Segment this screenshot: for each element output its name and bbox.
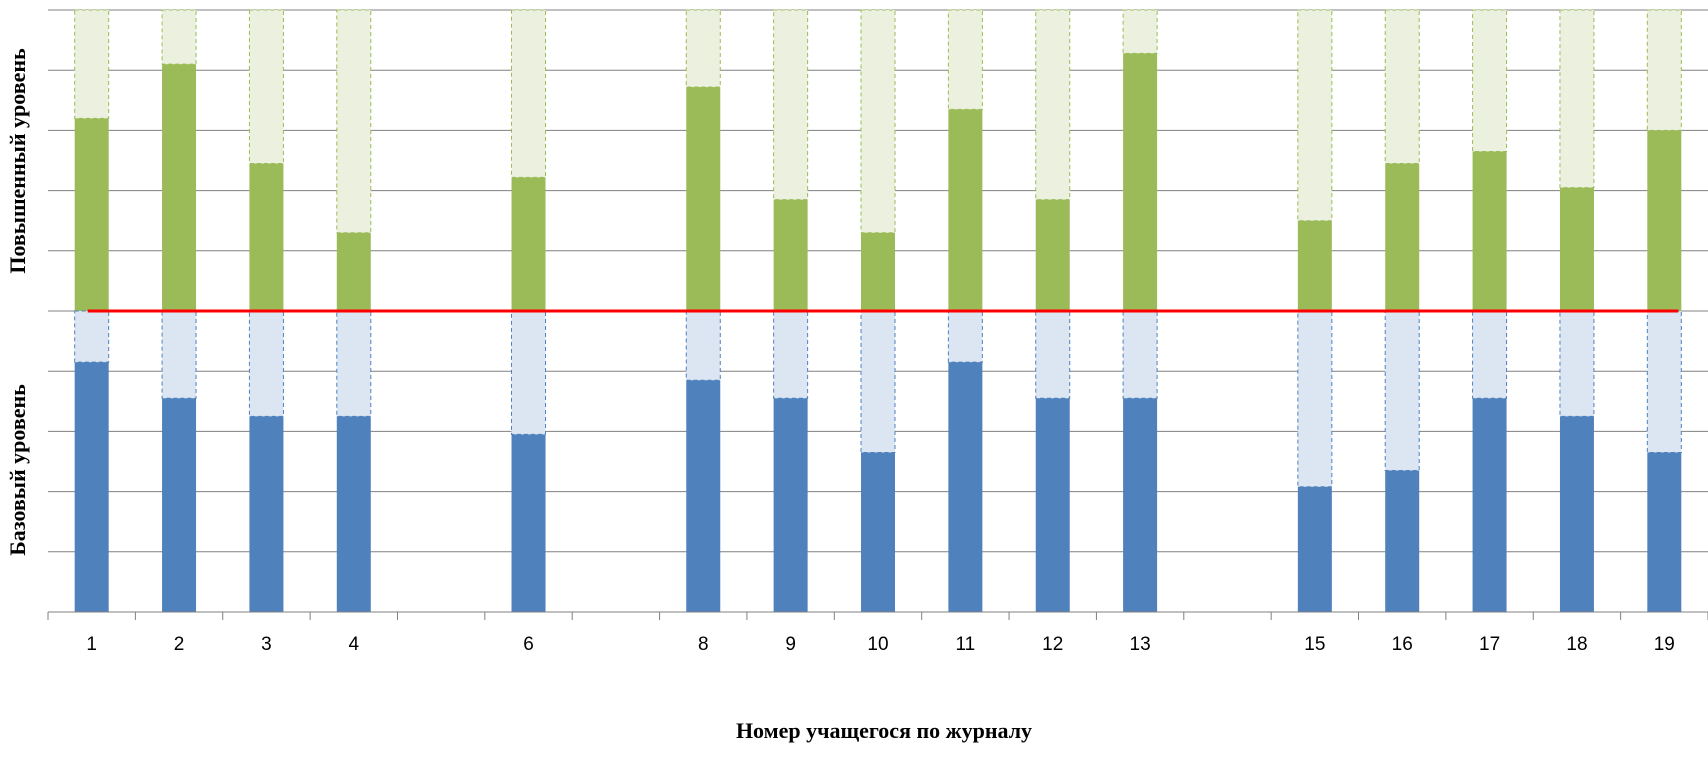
bar-lower-remaining	[947, 310, 983, 363]
x-tick-label: 3	[261, 634, 272, 655]
bar-upper-filled	[1559, 187, 1594, 311]
bar-lower-filled	[1647, 452, 1682, 612]
x-tick-label: 6	[523, 634, 534, 655]
bar-lower-remaining	[1297, 310, 1333, 488]
bar-upper-remaining	[773, 9, 809, 201]
bar-lower-filled	[773, 398, 808, 612]
bar-lower-filled	[1035, 398, 1070, 612]
bar-upper-filled	[162, 64, 197, 312]
bar-lower-remaining	[248, 310, 284, 417]
bar-lower-filled	[1472, 398, 1507, 612]
bar-upper-filled	[861, 232, 895, 311]
bar-lower-remaining	[1472, 310, 1508, 399]
y-axis-label-upper: Повышенный уровень	[5, 48, 30, 274]
bar-lower-filled	[511, 434, 546, 612]
x-axis-label: Номер учащегося по журналу	[735, 718, 1033, 743]
x-tick-label: 1	[86, 634, 97, 655]
bar-upper-remaining	[685, 9, 721, 88]
bar-upper-remaining	[74, 9, 110, 119]
bar-lower-filled	[336, 416, 371, 612]
x-tick-label: 19	[1654, 634, 1675, 655]
bar-upper-remaining	[248, 9, 284, 165]
bar-upper-remaining	[161, 9, 197, 65]
x-tick-label: 12	[1042, 634, 1063, 655]
bar-lower-remaining	[1035, 310, 1071, 399]
bar-upper-remaining	[860, 9, 896, 234]
bar-upper-remaining	[1122, 9, 1158, 54]
bar-upper-remaining	[1472, 9, 1508, 152]
x-tick-label: 11	[956, 634, 976, 655]
bar-lower-filled	[861, 452, 895, 612]
bar-upper-remaining	[1646, 9, 1682, 131]
bar-upper-remaining	[1035, 9, 1071, 201]
bar-upper-filled	[249, 163, 284, 311]
bar-lower-remaining	[1559, 310, 1595, 417]
bar-lower-filled	[1559, 416, 1594, 612]
bar-lower-remaining	[161, 310, 197, 399]
bar-lower-filled	[1297, 486, 1332, 612]
bar-lower-filled	[74, 362, 109, 612]
bar-upper-filled	[773, 199, 808, 311]
x-tick-label: 18	[1566, 634, 1587, 655]
bar-lower-remaining	[860, 310, 896, 453]
x-tick-label: 8	[698, 634, 709, 655]
bar-lower-remaining	[1646, 310, 1682, 453]
bar-upper-remaining	[1384, 9, 1420, 165]
bar-upper-remaining	[511, 9, 547, 178]
bar-upper-remaining	[1559, 9, 1595, 189]
bar-upper-filled	[1472, 151, 1507, 311]
bar-upper-filled	[1035, 199, 1070, 311]
x-tick-label: 13	[1130, 634, 1151, 655]
bar-upper-filled	[1297, 220, 1332, 311]
bar-upper-remaining	[947, 9, 983, 110]
bar-upper-filled	[336, 232, 371, 311]
bar-lower-filled	[1385, 470, 1420, 612]
y-axis-label-lower: Базовый уровень	[5, 384, 30, 556]
bar-lower-filled	[249, 416, 284, 612]
bar-upper-filled	[686, 87, 721, 311]
bar-upper-remaining	[1297, 9, 1333, 222]
x-tick-label: 4	[349, 634, 360, 655]
bar-lower-remaining	[1122, 310, 1158, 399]
x-tick-label: 16	[1392, 634, 1413, 655]
bar-lower-remaining	[511, 310, 547, 435]
bar-upper-filled	[1647, 130, 1682, 311]
x-tick-label: 17	[1479, 634, 1500, 655]
bar-lower-filled	[1123, 398, 1158, 612]
bar-lower-filled	[686, 380, 721, 612]
bar-lower-remaining	[1384, 310, 1420, 472]
x-tick-label: 10	[867, 634, 888, 655]
bar-upper-filled	[74, 118, 109, 311]
bar-lower-remaining	[773, 310, 809, 399]
x-tick-label: 9	[785, 634, 796, 655]
bar-upper-filled	[1385, 163, 1420, 311]
bar-upper-filled	[948, 109, 983, 311]
bar-upper-filled	[1123, 53, 1158, 312]
bar-lower-filled	[948, 362, 983, 612]
x-tick-label: 15	[1304, 634, 1325, 655]
bar-lower-remaining	[336, 310, 372, 417]
bar-lower-remaining	[74, 310, 110, 363]
bar-lower-filled	[162, 398, 197, 612]
bar-upper-remaining	[336, 9, 372, 234]
bar-upper-filled	[511, 177, 546, 311]
bar-lower-remaining	[685, 310, 721, 381]
x-tick-label: 2	[174, 634, 185, 655]
